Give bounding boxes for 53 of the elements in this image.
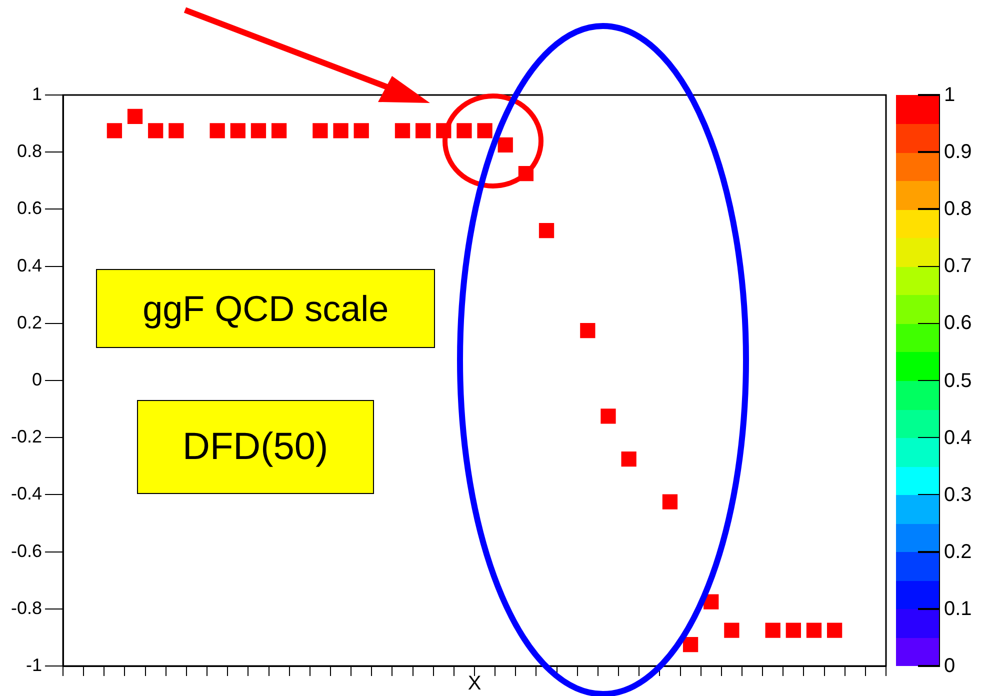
color-bar-label: 0.4 bbox=[944, 426, 972, 450]
point bbox=[168, 123, 184, 138]
color-bar-label: 0.5 bbox=[944, 368, 972, 392]
point bbox=[765, 622, 780, 638]
point bbox=[724, 622, 740, 638]
point bbox=[106, 123, 122, 138]
annotation: DFD(50) bbox=[137, 400, 374, 494]
point bbox=[682, 637, 698, 652]
point bbox=[148, 123, 164, 138]
color-bar-label: 0.8 bbox=[944, 197, 972, 222]
point bbox=[456, 123, 472, 138]
point bbox=[806, 622, 822, 638]
y-tick-label: -1 bbox=[26, 654, 42, 675]
point bbox=[250, 123, 266, 138]
y-tick-label: 0 bbox=[32, 369, 42, 390]
point bbox=[312, 123, 328, 138]
color-bar-label: 0.3 bbox=[944, 482, 972, 507]
point bbox=[394, 123, 410, 138]
point bbox=[600, 408, 616, 424]
color-bar-label: 0 bbox=[944, 654, 956, 678]
x-axis-title: X bbox=[468, 672, 482, 695]
y-tick-label: 0.4 bbox=[16, 255, 42, 276]
y-tick-label: -0.4 bbox=[10, 484, 42, 504]
y-tick-label: -0.2 bbox=[10, 426, 42, 447]
y-tick-label: -0.6 bbox=[10, 540, 42, 561]
color-bar-label: 0.1 bbox=[944, 596, 972, 621]
color-bar-label: 0.9 bbox=[944, 140, 972, 164]
point bbox=[704, 594, 719, 610]
point bbox=[538, 223, 554, 238]
point bbox=[662, 494, 678, 510]
point bbox=[210, 123, 225, 138]
y-tick-label: 0.6 bbox=[16, 198, 42, 218]
point bbox=[230, 123, 246, 138]
color-bar-label: 0.7 bbox=[944, 254, 972, 278]
color-bar-label: 0.2 bbox=[944, 540, 972, 564]
point bbox=[416, 123, 431, 138]
y-tick-label: 0.2 bbox=[16, 312, 42, 332]
point bbox=[354, 123, 369, 138]
point bbox=[621, 451, 636, 467]
y-tick-label: 1 bbox=[32, 84, 42, 104]
color-bar-label: 1 bbox=[944, 83, 956, 107]
point bbox=[498, 137, 513, 153]
annotation: ggF QCD scale bbox=[96, 269, 436, 348]
point bbox=[580, 322, 596, 338]
color-bar-label: 0.6 bbox=[944, 311, 972, 336]
point bbox=[127, 108, 143, 124]
y-tick-label: -0.8 bbox=[10, 598, 42, 618]
y-tick-label: 0.8 bbox=[16, 141, 42, 162]
point bbox=[333, 123, 348, 138]
point bbox=[271, 123, 287, 138]
point bbox=[786, 622, 801, 638]
point bbox=[477, 123, 492, 138]
point bbox=[826, 622, 842, 638]
